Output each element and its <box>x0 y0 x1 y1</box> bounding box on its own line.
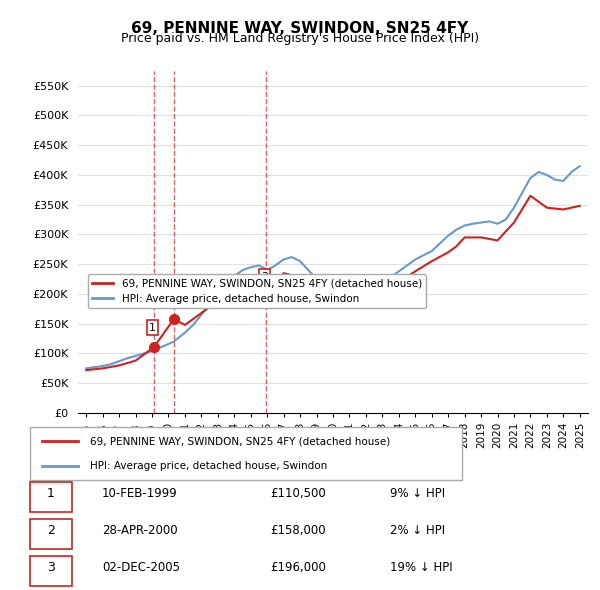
Text: HPI: Average price, detached house, Swindon: HPI: Average price, detached house, Swin… <box>90 461 327 471</box>
Text: 2: 2 <box>47 524 55 537</box>
Text: £158,000: £158,000 <box>270 524 326 537</box>
Text: 10-FEB-1999: 10-FEB-1999 <box>102 487 178 500</box>
Text: 1: 1 <box>47 487 55 500</box>
Text: Price paid vs. HM Land Registry's House Price Index (HPI): Price paid vs. HM Land Registry's House … <box>121 32 479 45</box>
Text: 2% ↓ HPI: 2% ↓ HPI <box>390 524 445 537</box>
Text: 28-APR-2000: 28-APR-2000 <box>102 524 178 537</box>
Text: 02-DEC-2005: 02-DEC-2005 <box>102 561 180 575</box>
FancyBboxPatch shape <box>30 556 72 586</box>
Text: 69, PENNINE WAY, SWINDON, SN25 4FY (detached house): 69, PENNINE WAY, SWINDON, SN25 4FY (deta… <box>90 437 390 446</box>
FancyBboxPatch shape <box>30 427 462 480</box>
FancyBboxPatch shape <box>30 519 72 549</box>
Text: £110,500: £110,500 <box>270 487 326 500</box>
Text: 9% ↓ HPI: 9% ↓ HPI <box>390 487 445 500</box>
FancyBboxPatch shape <box>30 482 72 512</box>
Text: 3: 3 <box>261 271 268 281</box>
Text: 3: 3 <box>47 561 55 575</box>
Text: 1: 1 <box>149 323 156 333</box>
Text: £196,000: £196,000 <box>270 561 326 575</box>
Legend: 69, PENNINE WAY, SWINDON, SN25 4FY (detached house), HPI: Average price, detache: 69, PENNINE WAY, SWINDON, SN25 4FY (deta… <box>88 274 426 308</box>
Text: 2: 2 <box>169 294 176 304</box>
Text: 69, PENNINE WAY, SWINDON, SN25 4FY: 69, PENNINE WAY, SWINDON, SN25 4FY <box>131 21 469 35</box>
Text: 19% ↓ HPI: 19% ↓ HPI <box>390 561 452 575</box>
